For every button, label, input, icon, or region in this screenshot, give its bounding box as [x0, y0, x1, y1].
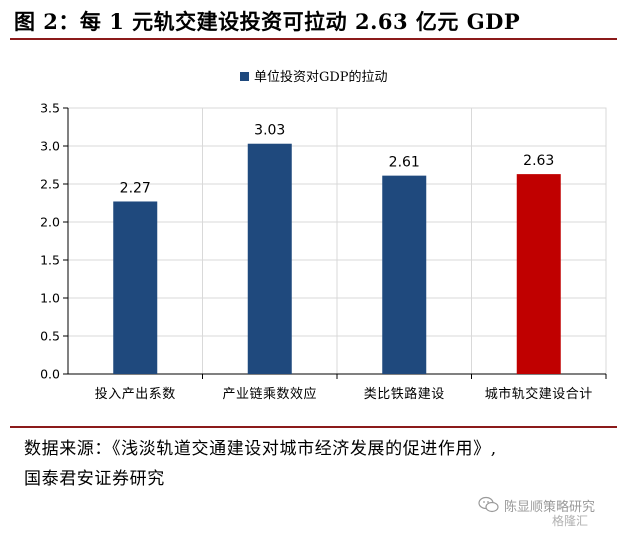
x-tick-label: 类比铁路建设 — [364, 386, 445, 402]
legend-label: 单位投资对GDP的拉动 — [254, 69, 388, 85]
watermark-text: 陈显顺策略研究 — [504, 500, 596, 515]
source-note: 数据来源：《浅淡轨道交通建设对城市经济发展的促进作用》, 国泰君安证券研究 — [24, 434, 614, 494]
y-tick-label: 3.0 — [40, 139, 60, 154]
watermark: 陈显顺策略研究 格隆汇 — [478, 494, 618, 528]
data-label: 2.27 — [120, 180, 151, 196]
y-tick-label: 0.5 — [40, 329, 60, 344]
x-tick-label: 城市轨交建设合计 — [485, 386, 593, 402]
y-tick-label: 1.0 — [40, 291, 60, 306]
watermark-logo: 格隆汇 — [552, 514, 589, 528]
bar-chart: 0.0 0.5 1.0 1.5 2.0 2.5 3.0 3.5 2.27 投入产出系数 3.03 产业… — [40, 69, 607, 402]
source-line-1: 数据来源：《浅淡轨道交通建设对城市经济发展的促进作用》, — [24, 439, 497, 459]
source-line-2: 国泰君安证券研究 — [24, 469, 165, 489]
bar — [113, 201, 158, 374]
legend-swatch — [240, 72, 249, 81]
y-tick-label: 0.0 — [40, 367, 60, 382]
y-tick-label: 2.0 — [40, 215, 60, 230]
y-tick-label: 3.5 — [40, 101, 60, 116]
y-tick-label: 2.5 — [40, 177, 60, 192]
bar — [516, 174, 561, 374]
wechat-icon — [478, 496, 499, 513]
bar — [247, 143, 292, 374]
x-tick-label: 投入产出系数 — [95, 386, 176, 402]
data-label: 3.03 — [254, 123, 285, 139]
bar — [382, 175, 427, 374]
data-label: 2.61 — [389, 155, 420, 171]
data-label: 2.63 — [523, 153, 554, 169]
title-bar: 图 2：每 1 元轨交建设投资可拉动 2.63 亿元 GDP — [10, 2, 617, 40]
x-tick-label: 产业链乘数效应 — [222, 386, 317, 402]
y-tick-label: 1.5 — [40, 253, 60, 268]
source-divider — [10, 426, 617, 428]
figure-title: 图 2：每 1 元轨交建设投资可拉动 2.63 亿元 GDP — [14, 9, 521, 34]
